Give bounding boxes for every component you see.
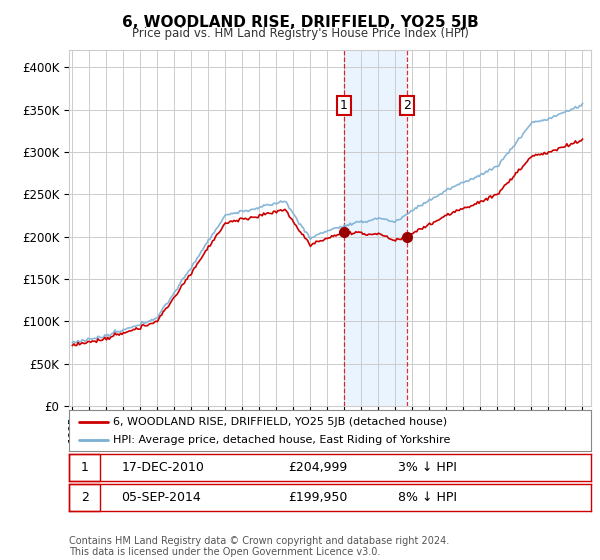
Text: 3% ↓ HPI: 3% ↓ HPI	[398, 461, 457, 474]
Text: 1: 1	[81, 461, 89, 474]
Text: 17-DEC-2010: 17-DEC-2010	[121, 461, 204, 474]
Text: 2: 2	[403, 99, 411, 112]
Text: 8% ↓ HPI: 8% ↓ HPI	[398, 491, 457, 505]
Text: Contains HM Land Registry data © Crown copyright and database right 2024.
This d: Contains HM Land Registry data © Crown c…	[69, 535, 449, 557]
Text: Price paid vs. HM Land Registry's House Price Index (HPI): Price paid vs. HM Land Registry's House …	[131, 27, 469, 40]
Text: 6, WOODLAND RISE, DRIFFIELD, YO25 5JB (detached house): 6, WOODLAND RISE, DRIFFIELD, YO25 5JB (d…	[113, 417, 448, 427]
Text: 1: 1	[340, 99, 348, 112]
Text: 6, WOODLAND RISE, DRIFFIELD, YO25 5JB: 6, WOODLAND RISE, DRIFFIELD, YO25 5JB	[122, 15, 478, 30]
Text: £204,999: £204,999	[288, 461, 347, 474]
Text: 05-SEP-2014: 05-SEP-2014	[121, 491, 201, 505]
Text: £199,950: £199,950	[288, 491, 347, 505]
Bar	[344, 50, 407, 406]
Bar	[69, 454, 100, 481]
Bar	[69, 484, 100, 511]
Text: 2: 2	[81, 491, 89, 505]
Text: HPI: Average price, detached house, East Riding of Yorkshire: HPI: Average price, detached house, East…	[113, 435, 451, 445]
